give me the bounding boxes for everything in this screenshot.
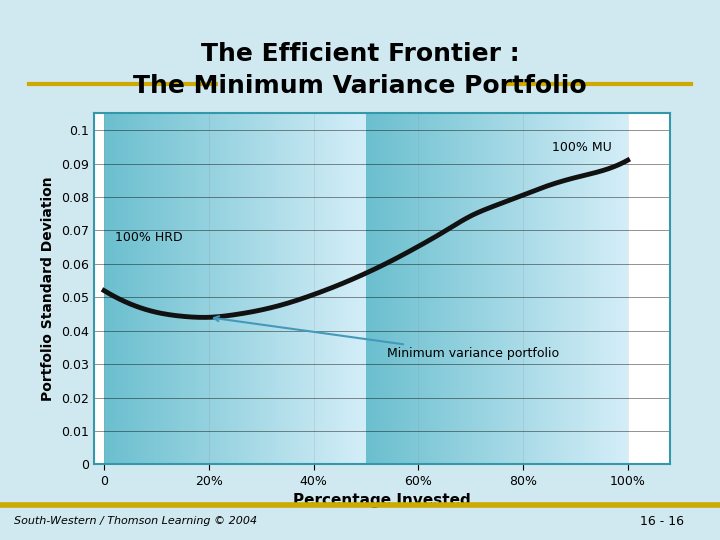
Text: 16 - 16: 16 - 16 xyxy=(640,515,684,528)
Text: 100% MU: 100% MU xyxy=(552,140,612,153)
Text: South-Western / Thomson Learning © 2004: South-Western / Thomson Learning © 2004 xyxy=(14,516,258,526)
Text: The Efficient Frontier :: The Efficient Frontier : xyxy=(201,42,519,66)
Text: 100% HRD: 100% HRD xyxy=(114,231,182,244)
Text: The Minimum Variance Portfolio: The Minimum Variance Portfolio xyxy=(133,75,587,98)
X-axis label: Percentage Invested: Percentage Invested xyxy=(293,494,470,508)
Y-axis label: Portfolio Standard Deviation: Portfolio Standard Deviation xyxy=(41,177,55,401)
Text: Minimum variance portfolio: Minimum variance portfolio xyxy=(214,316,559,360)
